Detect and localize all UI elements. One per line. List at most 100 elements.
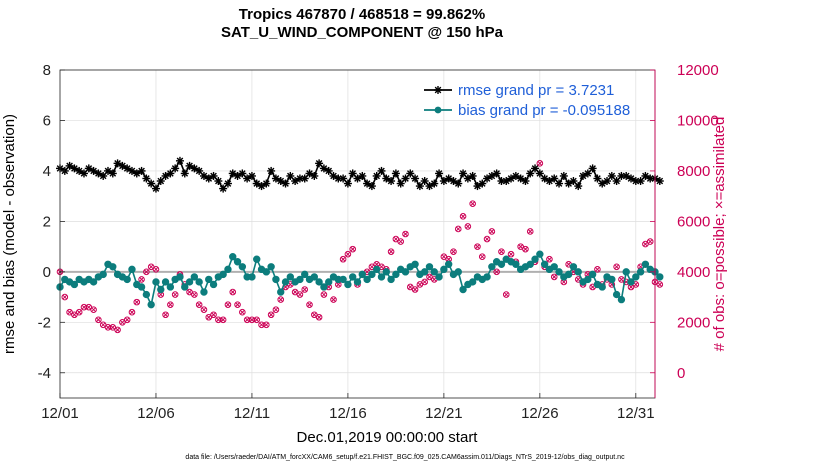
rmse-point [526,169,535,178]
y-tick-label: -2 [38,314,51,331]
rmse-point [343,179,352,188]
bias-point [617,295,626,304]
bias-point [555,268,563,276]
x-tick-label: 12/26 [521,405,559,422]
bias-point [468,278,477,286]
bias-point [152,278,160,286]
rmse-point [156,177,165,186]
y-tick-label: 8 [43,62,51,79]
obs-count-point [550,273,558,281]
bias-point [425,263,434,271]
bias-point [195,278,203,286]
bias-point [387,275,395,284]
obs-count-point [258,321,265,329]
bias-point [627,278,635,286]
bias-point [315,278,323,286]
obs-count-point [219,316,227,324]
bias-series [56,250,664,309]
obs-count-point [421,278,428,286]
bias-point [574,268,582,276]
bias-point [166,283,175,291]
obs-count-point [114,326,121,334]
legend: rmse grand pr = 3.7231 bias grand pr = -0… [424,82,630,119]
bias-point [286,273,295,281]
rmse-point [286,171,295,180]
bias-point [205,275,213,284]
rmse-point [468,171,477,180]
obs-count-point [215,316,222,324]
rmse-point [492,169,501,178]
bias-point [325,278,333,286]
bias-point [598,283,606,291]
rmse-point [151,184,160,193]
bias-point [353,278,362,286]
bias-point [123,275,131,284]
bias-point [483,273,491,281]
bias-point [157,285,165,294]
plot-area [60,70,655,398]
rmse-point [281,179,290,188]
rmse-point [219,184,228,193]
obs-count-point [109,324,117,331]
bias-point [262,268,271,276]
rmse-point [195,166,204,175]
obs-count-point [315,313,323,321]
obs-count-point [526,228,534,235]
axis-ticks: 12/01 12/06 12/11 12/16 12/21 12/26 12/3186420… [38,62,719,422]
rmse-point [214,177,223,186]
rmse-point [617,171,626,180]
y2-tick-label: 8000 [677,163,710,180]
y2-tick-label: 10000 [677,112,719,129]
obs-count-point [387,248,395,255]
obs-count-point [229,288,237,296]
bias-point [512,260,520,268]
rmse-point [147,179,156,188]
rmse-point [631,177,640,186]
bias-point [368,270,376,279]
legend-marker-rmse [434,86,442,94]
bias-point [310,273,319,281]
rmse-point [430,179,439,188]
obs-count-point [546,255,553,263]
rmse-point [171,164,180,173]
rmse-point [267,166,276,175]
obs-count-point [152,266,160,273]
rmse-point [420,177,429,186]
rmse-point [435,169,444,178]
obs-count-point [296,291,304,298]
obs-count-point [123,316,131,324]
bias-point [128,265,136,274]
bias-point [253,255,261,263]
bias-point [382,268,390,276]
y2-tick-label: 12000 [677,62,719,79]
rmse-point [137,166,146,175]
y-tick-label: 4 [43,163,51,180]
rmse-point [521,177,530,186]
obs-count-point [454,225,462,233]
bias-point [296,275,304,284]
legend-entry: bias grand pr = -0.095188 [458,102,630,119]
bias-point [435,273,443,281]
obs-count-point [502,291,510,298]
y2-tick-label: 6000 [677,213,710,230]
rmse-point [358,171,367,180]
bias-point [550,263,558,271]
rmse-point [377,166,386,175]
bias-point [459,285,467,294]
bias-point [267,263,275,271]
rmse-point [108,169,117,178]
y2-tick-label: 2000 [677,314,710,331]
x-tick-label: 12/06 [137,405,175,422]
obs-count-point [474,243,481,250]
bias-point [190,273,199,281]
legend-marker-bias [434,106,442,114]
rmse-point [459,169,468,178]
bias-point [636,268,645,276]
obs-count-point [195,301,203,308]
obs-count-point [402,230,409,238]
y2-axis-label: # of obs: o=possible; ×=assimilated [711,117,728,352]
rmse-point [593,174,602,183]
obs-count-point [128,308,136,316]
obs-count-point [330,296,337,303]
bias-point [363,275,371,284]
